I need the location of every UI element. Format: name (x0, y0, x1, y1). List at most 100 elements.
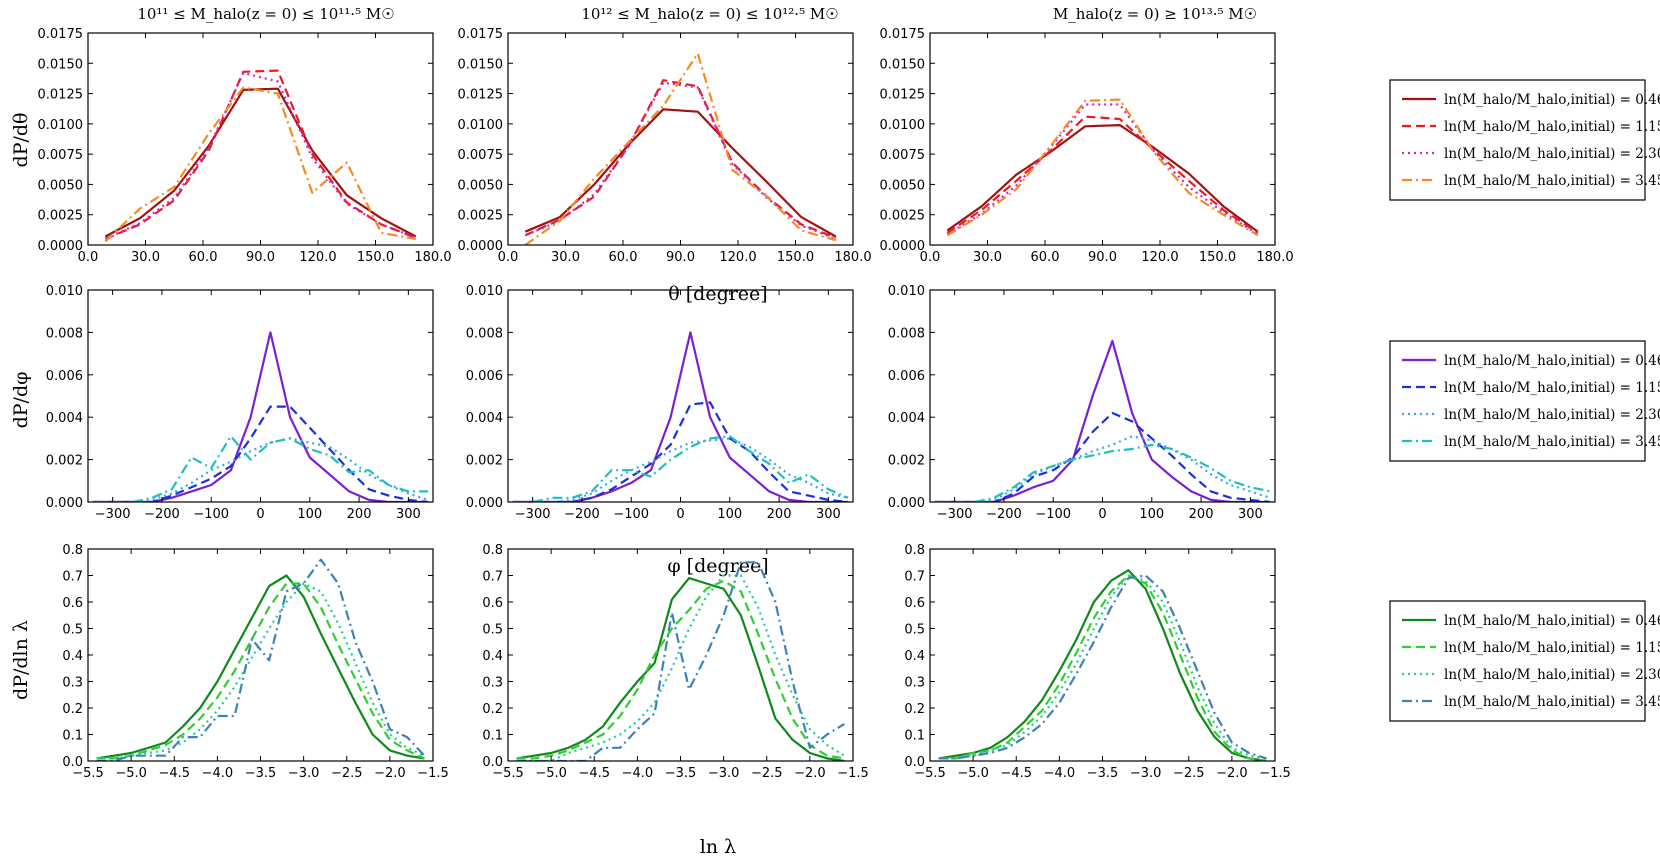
x-tick-label: −5.5 (492, 766, 524, 781)
axes-frame (87, 548, 434, 762)
legend-label: ln(M_halo/M_halo,initial) = 0.46 (1444, 353, 1660, 369)
axes-frame (929, 289, 1276, 503)
x-tick-label: 60.0 (609, 250, 638, 265)
y-tick-label: 0.004 (888, 411, 925, 426)
y-tick-label: 0.0175 (458, 27, 504, 42)
series-line-2.30 (524, 81, 837, 240)
series-line-3.45 (946, 98, 1259, 237)
y-tick-label: 0.4 (482, 649, 503, 664)
series-line-0.46 (946, 123, 1259, 233)
y-tick-label: 0.0000 (880, 239, 926, 254)
x-tick-label: −2.0 (374, 766, 406, 781)
panel-r3-c3: −5.5 −5.0 −4.5 −4.0 −3.5 −3.0 −2.5 −2.0 −1.5 0.0 0… (904, 543, 1290, 781)
series-line-1.15 (92, 405, 429, 502)
x-tick-label: −2.5 (751, 766, 783, 781)
y-tick-label: 0.0075 (38, 148, 84, 163)
x-tick-label: −200 (564, 507, 600, 522)
y-tick-label: 0.002 (888, 454, 925, 469)
y-tick-label: 0.5 (904, 623, 925, 638)
legend-row-1: ln(M_halo/M_halo,initial) = 0.46 ln(M_hal… (1389, 79, 1660, 201)
series-group (938, 569, 1267, 761)
x-tick-label: −4.0 (202, 766, 234, 781)
series-line-0.46 (92, 331, 429, 502)
series-group (104, 69, 417, 243)
series-line-2.30 (92, 437, 429, 502)
series-line-2.30 (934, 435, 1271, 502)
y-tick-label: 0.002 (46, 454, 83, 469)
x-tick-label: −5.0 (115, 766, 147, 781)
series-line-1.15 (96, 582, 425, 760)
x-tick-label: 120.0 (1141, 250, 1178, 265)
x-tick-label: −2.0 (794, 766, 826, 781)
series-group (96, 558, 426, 761)
y-tick-label: 0.0150 (458, 57, 504, 72)
y-tick-label: 0.0000 (458, 239, 504, 254)
y-tick-label: 0.006 (46, 369, 83, 384)
x-tick-label: −3.0 (708, 766, 740, 781)
x-tick-label: 300 (816, 507, 841, 522)
x-tick-label: 120.0 (299, 250, 336, 265)
legend-label: ln(M_halo/M_halo,initial) = 0.46 (1444, 613, 1660, 629)
series-line-0.46 (934, 339, 1271, 502)
x-tick-label: −2.0 (1216, 766, 1248, 781)
x-tick-label: −5.5 (914, 766, 946, 781)
series-line-0.46 (512, 331, 849, 502)
series-line-3.45 (96, 558, 426, 761)
y-tick-label: 0.2 (904, 702, 925, 717)
x-tick-label: −300 (95, 507, 131, 522)
y-tick-label: 0.0075 (458, 148, 504, 163)
y-tick-label: 0.008 (46, 326, 83, 341)
x-tick-label: 200 (1189, 507, 1214, 522)
series-line-1.15 (104, 69, 417, 240)
series-line-0.46 (104, 87, 417, 238)
x-tick-label: −3.5 (665, 766, 697, 781)
ylabel-row-3: dP/dln λ (10, 620, 32, 700)
y-tick-label: 0.0100 (38, 118, 84, 133)
series-group (92, 331, 429, 502)
y-tick-label: 0.010 (466, 284, 503, 299)
x-tick-label: −3.0 (1130, 766, 1162, 781)
y-tick-label: 0.6 (904, 596, 925, 611)
y-tick-label: 0.0 (62, 755, 83, 770)
ylabel-row-1: dP/dθ (10, 113, 32, 168)
x-tick-label: −3.0 (288, 766, 320, 781)
y-tick-label: 0.0125 (38, 88, 84, 103)
y-tick-label: 0.004 (466, 411, 503, 426)
y-tick-label: 0.008 (466, 326, 503, 341)
x-tick-label: −4.5 (578, 766, 610, 781)
series-group (524, 52, 837, 245)
y-tick-label: 0.000 (466, 496, 503, 511)
y-tick-label: 0.0000 (38, 239, 84, 254)
x-tick-label: −5.5 (72, 766, 104, 781)
axes-frame (87, 289, 434, 503)
x-tick-label: 0 (676, 507, 684, 522)
y-tick-label: 0.7 (62, 570, 83, 585)
legend-label: ln(M_halo/M_halo,initial) = 0.46 (1444, 92, 1660, 108)
x-tick-label: −5.0 (957, 766, 989, 781)
col-title-3: M_halo(z = 0) ≥ 10¹³·⁵ M☉ (1053, 5, 1257, 23)
y-tick-label: 0.8 (904, 543, 925, 558)
y-tick-label: 0.3 (904, 676, 925, 691)
legend-label: ln(M_halo/M_halo,initial) = 1.15 (1444, 119, 1660, 135)
y-tick-label: 0.0100 (880, 118, 926, 133)
x-tick-label: 200 (767, 507, 792, 522)
series-line-1.15 (938, 574, 1267, 761)
panel-r1-c3: 0.0 30.0 60.0 90.0 120.0 150.0 180.0 0.0000 0.00… (880, 27, 1294, 265)
x-tick-label: 100 (297, 507, 322, 522)
axes-frame (507, 32, 854, 246)
x-tick-label: 150.0 (1199, 250, 1236, 265)
series-line-3.45 (512, 435, 849, 502)
axes-frame (507, 289, 854, 503)
y-tick-label: 0.1 (904, 729, 925, 744)
x-tick-label: −100 (193, 507, 229, 522)
x-tick-label: 300 (1238, 507, 1263, 522)
y-tick-label: 0.7 (482, 570, 503, 585)
series-line-2.30 (516, 574, 845, 761)
x-tick-label: 300 (396, 507, 421, 522)
series-line-1.15 (512, 401, 849, 502)
y-tick-label: 0.3 (62, 676, 83, 691)
panel-r3-c1: −5.5 −5.0 −4.5 −4.0 −3.5 −3.0 −2.5 −2.0 −1.5 0.0 0… (62, 543, 448, 781)
series-line-1.15 (934, 411, 1271, 502)
series-line-3.45 (92, 435, 429, 502)
y-tick-label: 0.6 (482, 596, 503, 611)
